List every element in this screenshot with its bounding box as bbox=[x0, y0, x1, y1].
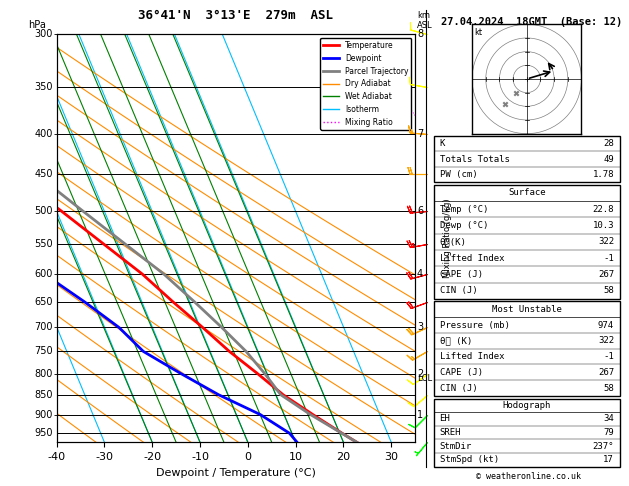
Text: 7: 7 bbox=[417, 129, 423, 139]
Text: 350: 350 bbox=[35, 83, 53, 92]
Text: 550: 550 bbox=[35, 239, 53, 249]
Text: 36°41'N  3°13'E  279m  ASL: 36°41'N 3°13'E 279m ASL bbox=[138, 9, 333, 22]
Text: 650: 650 bbox=[35, 297, 53, 307]
Text: Totals Totals: Totals Totals bbox=[440, 155, 509, 164]
Text: 950: 950 bbox=[35, 428, 53, 438]
Text: 700: 700 bbox=[35, 323, 53, 332]
Text: 322: 322 bbox=[598, 237, 614, 246]
Text: 322: 322 bbox=[598, 336, 614, 346]
Text: SREH: SREH bbox=[440, 428, 461, 437]
Text: kt: kt bbox=[474, 28, 482, 36]
Text: 800: 800 bbox=[35, 369, 53, 379]
Text: 1: 1 bbox=[417, 410, 423, 419]
Text: Temp (°C): Temp (°C) bbox=[440, 205, 488, 214]
Text: km
ASL: km ASL bbox=[417, 11, 433, 30]
Text: CIN (J): CIN (J) bbox=[440, 383, 477, 393]
Text: EH: EH bbox=[440, 415, 450, 423]
Text: 267: 267 bbox=[598, 270, 614, 279]
Text: PW (cm): PW (cm) bbox=[440, 170, 477, 179]
Text: 79: 79 bbox=[603, 428, 614, 437]
Text: LCL: LCL bbox=[417, 374, 432, 382]
Text: 850: 850 bbox=[35, 390, 53, 400]
Text: 450: 450 bbox=[35, 170, 53, 179]
Text: 400: 400 bbox=[35, 129, 53, 139]
Text: θᴄ(K): θᴄ(K) bbox=[440, 237, 467, 246]
Text: 3: 3 bbox=[417, 323, 423, 332]
Text: -1: -1 bbox=[603, 254, 614, 262]
Text: 750: 750 bbox=[35, 347, 53, 356]
Text: hPa: hPa bbox=[28, 20, 46, 30]
Point bbox=[511, 89, 521, 97]
Text: K: K bbox=[440, 139, 445, 148]
Point bbox=[500, 100, 510, 107]
Text: 49: 49 bbox=[603, 155, 614, 164]
Text: θᴄ (K): θᴄ (K) bbox=[440, 336, 472, 346]
Text: Most Unstable: Most Unstable bbox=[492, 305, 562, 314]
Text: 27.04.2024  18GMT  (Base: 12): 27.04.2024 18GMT (Base: 12) bbox=[441, 17, 622, 27]
Text: CIN (J): CIN (J) bbox=[440, 286, 477, 295]
X-axis label: Dewpoint / Temperature (°C): Dewpoint / Temperature (°C) bbox=[156, 468, 316, 478]
Text: Lifted Index: Lifted Index bbox=[440, 352, 504, 361]
Text: StmSpd (kt): StmSpd (kt) bbox=[440, 455, 499, 464]
Text: 1.78: 1.78 bbox=[593, 170, 614, 179]
Text: 267: 267 bbox=[598, 368, 614, 377]
Text: -1: -1 bbox=[603, 352, 614, 361]
Text: 28: 28 bbox=[603, 139, 614, 148]
Text: 17: 17 bbox=[603, 455, 614, 464]
Text: CAPE (J): CAPE (J) bbox=[440, 368, 482, 377]
Text: 600: 600 bbox=[35, 269, 53, 279]
Text: Mixing Ratio (g/kg): Mixing Ratio (g/kg) bbox=[443, 198, 452, 278]
Text: 58: 58 bbox=[603, 383, 614, 393]
Text: 500: 500 bbox=[35, 206, 53, 216]
Text: 2: 2 bbox=[417, 369, 423, 379]
Text: Dewp (°C): Dewp (°C) bbox=[440, 221, 488, 230]
Text: Pressure (mb): Pressure (mb) bbox=[440, 320, 509, 330]
Text: 10.3: 10.3 bbox=[593, 221, 614, 230]
Text: Lifted Index: Lifted Index bbox=[440, 254, 504, 262]
Text: 237°: 237° bbox=[593, 442, 614, 451]
Text: 8: 8 bbox=[417, 29, 423, 39]
Text: 6: 6 bbox=[417, 206, 423, 216]
Text: 22.8: 22.8 bbox=[593, 205, 614, 214]
Text: 4: 4 bbox=[417, 269, 423, 279]
Text: 300: 300 bbox=[35, 29, 53, 39]
Text: 34: 34 bbox=[603, 415, 614, 423]
Text: Surface: Surface bbox=[508, 189, 545, 197]
Text: StmDir: StmDir bbox=[440, 442, 472, 451]
Text: 974: 974 bbox=[598, 320, 614, 330]
Text: Hodograph: Hodograph bbox=[503, 401, 551, 410]
Legend: Temperature, Dewpoint, Parcel Trajectory, Dry Adiabat, Wet Adiabat, Isotherm, Mi: Temperature, Dewpoint, Parcel Trajectory… bbox=[320, 38, 411, 130]
Text: CAPE (J): CAPE (J) bbox=[440, 270, 482, 279]
Text: © weatheronline.co.uk: © weatheronline.co.uk bbox=[476, 472, 581, 481]
Text: 900: 900 bbox=[35, 410, 53, 419]
Text: 58: 58 bbox=[603, 286, 614, 295]
